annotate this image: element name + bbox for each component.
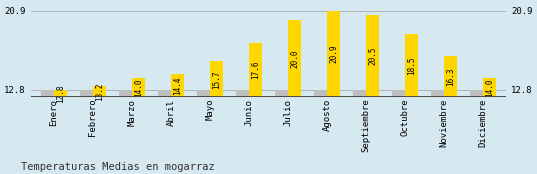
- Bar: [158, 90, 171, 97]
- Text: 18.5: 18.5: [407, 57, 416, 75]
- Bar: [431, 90, 444, 97]
- Bar: [314, 90, 327, 97]
- Bar: [327, 11, 340, 97]
- Text: 20.0: 20.0: [290, 49, 299, 68]
- Bar: [288, 20, 301, 97]
- Bar: [393, 90, 405, 97]
- Bar: [119, 90, 132, 97]
- Bar: [366, 15, 379, 97]
- Text: 13.2: 13.2: [95, 82, 104, 101]
- Bar: [249, 43, 262, 97]
- Bar: [132, 78, 144, 97]
- Text: 17.6: 17.6: [251, 61, 260, 79]
- Bar: [210, 61, 223, 97]
- Bar: [236, 90, 249, 97]
- Bar: [93, 86, 106, 97]
- Text: Temperaturas Medias en mogarraz: Temperaturas Medias en mogarraz: [21, 162, 215, 172]
- Text: 14.4: 14.4: [173, 76, 182, 95]
- Text: 14.0: 14.0: [485, 78, 494, 97]
- Bar: [405, 34, 418, 97]
- Bar: [275, 90, 288, 97]
- Bar: [171, 74, 184, 97]
- Text: 20.9: 20.9: [329, 45, 338, 63]
- Bar: [197, 90, 210, 97]
- Bar: [54, 90, 67, 97]
- Text: 12.8: 12.8: [56, 84, 65, 103]
- Bar: [41, 90, 54, 97]
- Text: 14.0: 14.0: [134, 78, 143, 97]
- Bar: [444, 56, 457, 97]
- Text: 20.5: 20.5: [368, 47, 377, 65]
- Bar: [353, 90, 366, 97]
- Bar: [80, 90, 93, 97]
- Bar: [483, 78, 496, 97]
- Bar: [470, 90, 483, 97]
- Text: 15.7: 15.7: [212, 70, 221, 89]
- Text: 16.3: 16.3: [446, 67, 455, 86]
